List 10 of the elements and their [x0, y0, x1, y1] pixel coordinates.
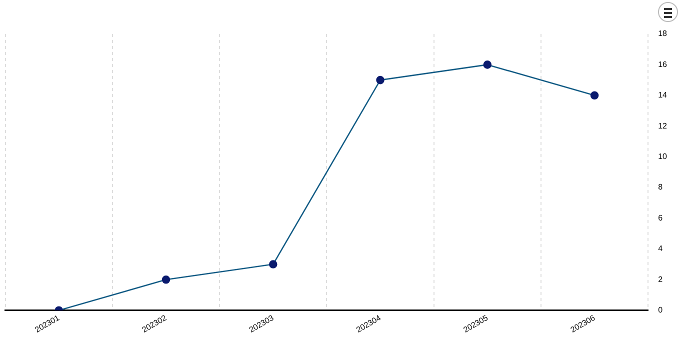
y-tick-label: 6 [658, 213, 664, 222]
y-tick-label: 0 [658, 306, 664, 315]
y-tick-label: 18 [658, 29, 668, 38]
y-tick-label: 12 [658, 121, 668, 130]
y-tick-label: 16 [658, 60, 668, 69]
y-tick-label: 4 [658, 244, 664, 254]
y-tick-label: 8 [658, 182, 664, 192]
y-tick-label: 10 [658, 152, 668, 162]
y-tick-label: 2 [658, 274, 664, 284]
y-tick-label: 14 [658, 90, 668, 100]
